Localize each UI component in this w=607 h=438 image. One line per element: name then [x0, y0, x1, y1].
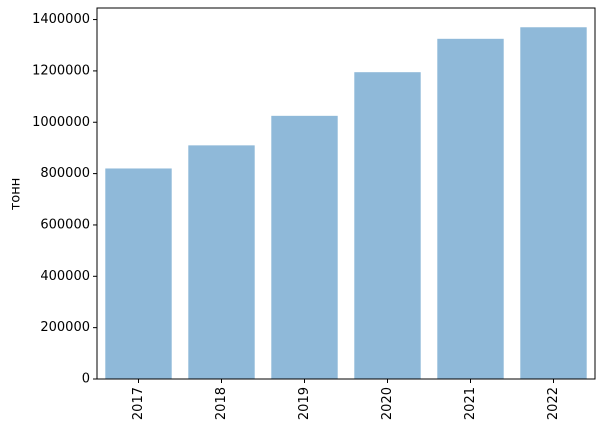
x-tick-label: 2020	[380, 387, 395, 420]
bar	[354, 72, 421, 379]
y-axis-label: тонн	[9, 178, 24, 211]
y-tick-label: 0	[82, 372, 90, 387]
y-tick-label: 200000	[40, 320, 90, 335]
bar	[437, 38, 504, 379]
x-tick-label: 2017	[131, 387, 146, 420]
y-tick-label: 800000	[40, 166, 90, 181]
bar	[271, 115, 338, 379]
bar	[105, 168, 172, 379]
bar	[520, 27, 587, 380]
plot-frame	[96, 7, 596, 380]
bar	[188, 145, 255, 379]
x-tick-label: 2018	[214, 387, 229, 420]
y-tick-label: 600000	[40, 217, 90, 232]
y-tick-label: 400000	[40, 269, 90, 284]
y-tick-label: 1400000	[32, 12, 90, 27]
x-tick-label: 2021	[463, 387, 478, 420]
y-tick-label: 1200000	[32, 63, 90, 78]
y-tick-label: 1000000	[32, 115, 90, 130]
x-tick-label: 2022	[546, 387, 561, 420]
x-tick-label: 2019	[297, 387, 312, 420]
